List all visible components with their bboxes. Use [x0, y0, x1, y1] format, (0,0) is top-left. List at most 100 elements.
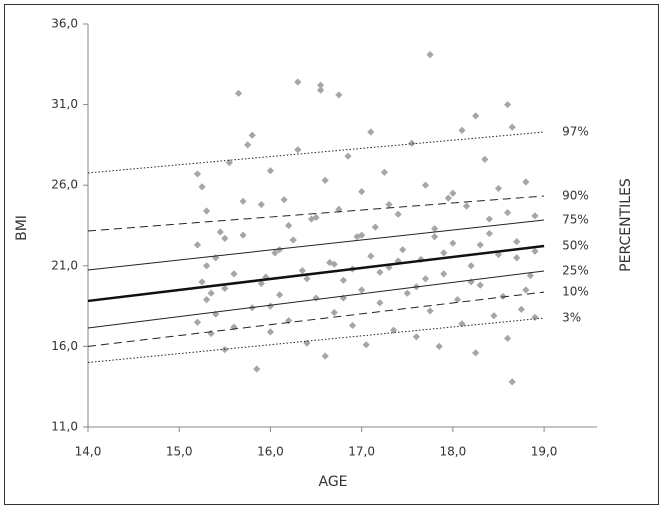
point [280, 196, 288, 204]
point [198, 183, 206, 191]
point [275, 291, 284, 299]
point [257, 279, 265, 288]
percentile-label: 75% [562, 213, 589, 227]
point [362, 341, 370, 349]
point [531, 247, 539, 255]
point [303, 275, 311, 283]
point [285, 221, 293, 230]
percentile-label: 97% [562, 125, 589, 139]
point [253, 365, 261, 373]
point [330, 308, 338, 317]
percentile-label: 90% [562, 189, 589, 203]
point [212, 310, 220, 318]
point [508, 123, 516, 131]
point [198, 278, 206, 286]
point [330, 260, 338, 268]
point [526, 271, 535, 280]
point [285, 317, 293, 325]
point [399, 246, 407, 254]
point [412, 333, 420, 341]
point [239, 197, 247, 205]
point [358, 188, 366, 196]
point [234, 89, 243, 97]
point [266, 302, 275, 310]
point [239, 231, 247, 239]
y-tick-label: 11,0 [51, 420, 78, 434]
point [193, 318, 202, 326]
y-axis-title: BMI [14, 215, 30, 241]
point [298, 267, 306, 275]
point [499, 292, 507, 301]
point [435, 342, 443, 350]
percentile-line [87, 131, 545, 174]
point [358, 286, 366, 294]
point [216, 228, 224, 236]
point [207, 289, 215, 297]
percentile-label: 3% [562, 311, 581, 325]
point [431, 225, 439, 233]
point [476, 241, 484, 249]
point [472, 349, 480, 357]
point [202, 262, 211, 270]
point [317, 86, 325, 94]
point [335, 91, 343, 99]
point [531, 313, 539, 321]
point [257, 200, 265, 209]
x-tick-label: 14,0 [75, 445, 102, 459]
point [494, 184, 503, 193]
point [440, 270, 448, 278]
x-tick-label: 17,0 [348, 445, 375, 459]
x-tick-label: 19,0 [531, 445, 558, 459]
point [376, 268, 384, 276]
x-tick-label: 18,0 [440, 445, 467, 459]
point [504, 101, 512, 109]
point [202, 296, 211, 304]
point [371, 223, 379, 231]
point [513, 254, 521, 262]
point [230, 323, 238, 331]
point [367, 128, 375, 136]
point [522, 286, 530, 294]
point [421, 181, 430, 189]
point [271, 249, 279, 257]
point [421, 275, 430, 283]
point [426, 307, 434, 315]
x-tick-label: 15,0 [166, 445, 193, 459]
point [458, 320, 466, 328]
point [358, 231, 366, 239]
frame [4, 4, 659, 505]
point [485, 229, 493, 238]
point [376, 299, 384, 307]
point [294, 146, 302, 154]
point [294, 78, 302, 86]
point [312, 213, 320, 222]
point [248, 131, 256, 139]
right-axis-title: PERCENTILES [618, 178, 634, 272]
point [193, 241, 202, 249]
point [508, 378, 516, 386]
percentile-line [87, 244, 545, 303]
point [207, 329, 215, 338]
point [348, 321, 357, 330]
point [462, 202, 471, 210]
percentile-label: 50% [562, 238, 589, 252]
point [394, 210, 402, 218]
x-axis-title: AGE [318, 474, 347, 490]
point [275, 246, 284, 254]
point [321, 176, 329, 184]
point [353, 233, 361, 241]
point [408, 139, 416, 147]
point [367, 252, 375, 260]
y-tick-label: 31,0 [51, 97, 78, 111]
point [490, 312, 498, 320]
percentile-label: 25% [562, 263, 589, 277]
point [339, 276, 348, 284]
point [385, 200, 393, 209]
point [266, 167, 275, 175]
point [504, 209, 512, 217]
percentile-line [87, 219, 545, 271]
y-tick-label: 36,0 [51, 17, 78, 31]
point [531, 212, 539, 220]
percentile-line [87, 270, 545, 329]
